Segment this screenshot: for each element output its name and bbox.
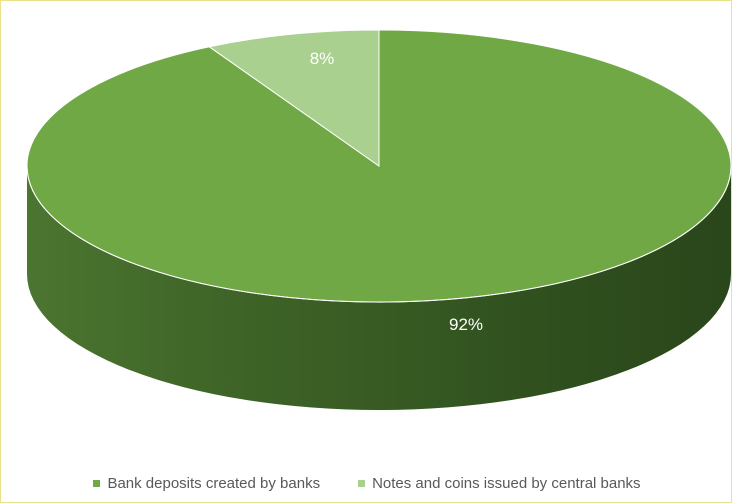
data-label-notes-and-coins: 8% xyxy=(310,49,335,68)
legend-item-notes-and-coins: Notes and coins issued by central banks xyxy=(358,474,641,492)
legend-item-bank-deposits: Bank deposits created by banks xyxy=(93,475,320,492)
pie-side-wall xyxy=(27,166,731,410)
legend-swatch-bank-deposits xyxy=(93,479,101,487)
data-label-bank-deposits: 92% xyxy=(449,315,483,334)
legend-label-bank-deposits: Bank deposits created by banks xyxy=(107,474,321,492)
legend-label-notes-and-coins: Notes and coins issued by central banks xyxy=(372,474,641,492)
pie-slice-notes-and-coins xyxy=(208,29,380,167)
legend-swatch-notes-and-coins xyxy=(358,479,366,487)
pie-rim-edge xyxy=(26,165,732,303)
legend: Bank deposits created by banks Notes and… xyxy=(1,471,732,495)
